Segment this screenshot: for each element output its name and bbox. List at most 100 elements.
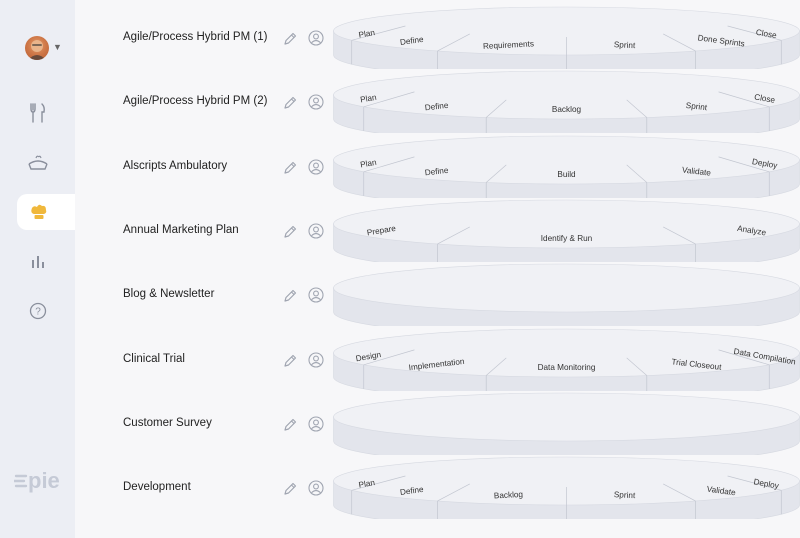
pencil-icon: [284, 354, 297, 367]
user-circle-icon: [308, 351, 324, 368]
edit-button[interactable]: [282, 160, 298, 176]
stage-label: Validate: [706, 485, 736, 498]
stage-divider: [363, 156, 415, 172]
stage-label: Define: [424, 101, 449, 113]
pie-icon: [27, 155, 48, 170]
stage-divider: [626, 164, 648, 183]
user-avatar[interactable]: [25, 36, 49, 60]
stage-divider: [485, 164, 507, 183]
stage-divider: [485, 357, 507, 376]
edit-button[interactable]: [282, 288, 298, 304]
stage-label: Plan: [358, 478, 376, 490]
pencil-icon: [284, 161, 297, 174]
edit-button[interactable]: [282, 417, 298, 433]
project-row[interactable]: Agile/Process Hybrid PM (2) Plan Define Bac…: [75, 69, 800, 144]
project-row[interactable]: Alscripts Ambulatory Plan Define Build Valid…: [75, 134, 800, 208]
user-button[interactable]: [308, 223, 324, 239]
stage-divider: [351, 25, 406, 41]
pencil-icon: [284, 97, 297, 109]
project-name[interactable]: Development: [123, 481, 191, 494]
user-button[interactable]: [308, 416, 324, 432]
edit-button[interactable]: [282, 95, 298, 111]
pencil-icon: [284, 32, 297, 45]
stage-divider: [663, 226, 696, 245]
project-name[interactable]: Agile/Process Hybrid PM (1): [123, 31, 268, 43]
user-circle-icon: [308, 223, 324, 239]
logo-text: pie: [28, 468, 60, 493]
nav-chef-hat[interactable]: [17, 194, 75, 230]
edit-button[interactable]: [282, 481, 298, 497]
pie-logo-icon: [14, 474, 28, 488]
stage-divider: [718, 156, 770, 172]
user-button[interactable]: [308, 480, 324, 496]
nav-pie[interactable]: [0, 145, 75, 181]
stage-divider: [663, 483, 696, 502]
stage-label: Sprint: [685, 101, 708, 112]
edit-button[interactable]: [282, 353, 298, 369]
project-row[interactable]: Blog & Newsletter: [75, 262, 800, 337]
stage-divider: [663, 33, 696, 52]
edit-button[interactable]: [282, 31, 298, 47]
user-button[interactable]: [308, 30, 324, 46]
stage-label: Plan: [358, 28, 376, 40]
stage-label: Validate: [682, 165, 712, 177]
project-name[interactable]: Clinical Trial: [123, 352, 185, 365]
nav-bar-chart[interactable]: [0, 243, 75, 279]
stage-label: Deploy: [753, 477, 781, 490]
edit-button[interactable]: [282, 224, 298, 240]
user-circle-icon: [308, 416, 324, 432]
stage-divider: [363, 349, 415, 365]
help-icon: ?: [29, 302, 46, 320]
pencil-icon: [284, 225, 297, 238]
stage-disc: Plan Define Backlog Sprint Validate Deploy: [333, 456, 800, 530]
user-button[interactable]: [308, 351, 324, 368]
stage-divider: [437, 33, 470, 52]
stage-divider: [485, 99, 507, 119]
stage-divider: [718, 91, 770, 108]
project-name[interactable]: Customer Survey: [123, 416, 212, 429]
stage-disc: [333, 263, 800, 337]
user-button[interactable]: [308, 287, 324, 303]
stage-disc: Plan Define Backlog Sprint Close: [333, 70, 800, 144]
pencil-icon: [284, 482, 297, 495]
project-row[interactable]: Clinical Trial Design Implementation Data M…: [75, 327, 800, 401]
pencil-icon: [284, 290, 297, 302]
project-row[interactable]: Customer Survey: [75, 391, 800, 466]
project-name[interactable]: Blog & Newsletter: [123, 288, 215, 301]
stage-label: Plan: [360, 157, 378, 169]
stage-divider: [437, 226, 470, 245]
chef-hat-icon: [31, 204, 47, 219]
project-name[interactable]: Agile/Process Hybrid PM (2): [123, 95, 268, 108]
user-circle-icon: [308, 287, 324, 303]
stage-divider: [727, 475, 782, 491]
stage-label: Sprint: [614, 490, 637, 500]
stage-label: Deploy: [751, 157, 779, 170]
project-list: Agile/Process Hybrid PM (1) Plan Define Req…: [75, 0, 800, 538]
nav-fork-knife[interactable]: [0, 95, 75, 131]
chevron-down-icon[interactable]: ▼: [53, 42, 62, 52]
stage-label: Close: [754, 93, 777, 106]
stage-label: Define: [399, 35, 424, 47]
stage-divider: [437, 483, 470, 502]
bar-chart-icon: [31, 256, 44, 268]
user-circle-icon: [308, 94, 324, 110]
project-name[interactable]: Annual Marketing Plan: [123, 223, 239, 236]
project-row[interactable]: Development Plan Define Backlog Sprint Valida…: [75, 455, 800, 530]
stage-divider: [626, 99, 648, 119]
project-row[interactable]: Annual Marketing Plan Prepare Identify & R…: [75, 198, 800, 273]
stage-label: Backlog: [552, 105, 582, 114]
project-row[interactable]: Agile/Process Hybrid PM (1) Plan Define Req…: [75, 5, 800, 80]
stage-label: Plan: [360, 93, 378, 105]
user-circle-icon: [308, 159, 324, 175]
stage-label: Define: [399, 485, 424, 497]
stage-label: Sprint: [614, 40, 637, 50]
svg-text:?: ?: [35, 307, 41, 318]
stage-label: Identify & Run: [541, 234, 593, 243]
user-button[interactable]: [308, 159, 324, 175]
nav-help[interactable]: ?: [0, 293, 75, 329]
stage-disc: Plan Define Build Validate Deploy: [333, 135, 800, 208]
stage-label: Design: [355, 349, 382, 362]
project-name[interactable]: Alscripts Ambulatory: [123, 159, 228, 172]
user-button[interactable]: [308, 94, 324, 110]
